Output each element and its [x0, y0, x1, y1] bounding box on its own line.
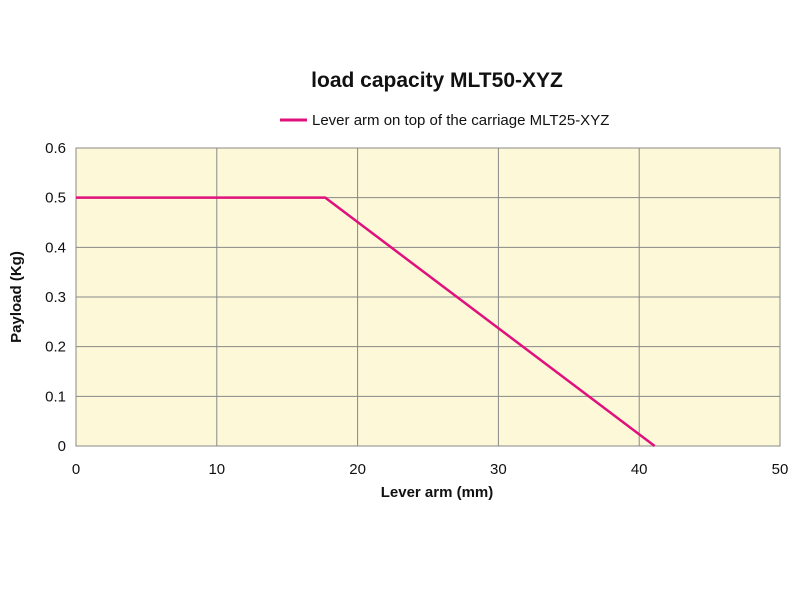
legend-label: Lever arm on top of the carriage MLT25-X…: [312, 112, 609, 129]
x-tick-label: 40: [631, 461, 648, 478]
y-tick-label: 0.6: [45, 140, 66, 157]
x-tick-label: 0: [72, 461, 80, 478]
y-tick-label: 0.5: [45, 190, 66, 207]
series-layer: [76, 196, 656, 447]
x-tick-label: 20: [349, 461, 366, 478]
tick-labels: 0 10 20 30 40 50 0 0.1 0.2 0.3 0.4 0.5 0.6: [45, 140, 788, 478]
y-axis-label: Payload (Kg): [8, 251, 25, 343]
x-axis-label: Lever arm (mm): [381, 484, 494, 501]
chart-title: load capacity MLT50-XYZ: [311, 69, 563, 92]
y-tick-label: 0.1: [45, 388, 66, 405]
y-tick-label: 0.3: [45, 289, 66, 306]
legend: Lever arm on top of the carriage MLT25-X…: [280, 112, 609, 129]
y-tick-label: 0.4: [45, 239, 66, 256]
x-tick-label: 10: [208, 461, 225, 478]
x-tick-label: 30: [490, 461, 507, 478]
y-tick-label: 0.2: [45, 339, 66, 356]
series-line: [76, 196, 656, 447]
x-tick-label: 50: [772, 461, 789, 478]
y-tick-label: 0: [58, 438, 66, 455]
